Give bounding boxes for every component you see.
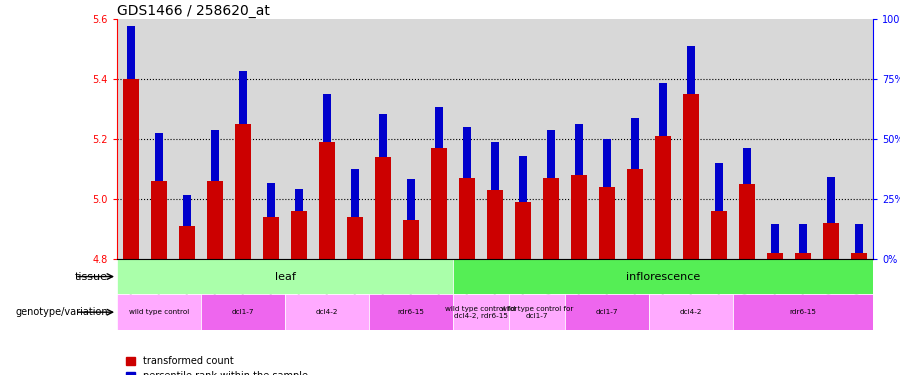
Bar	[575, 124, 583, 175]
Bar	[547, 130, 555, 178]
Bar	[407, 179, 415, 220]
Bar	[320, 142, 335, 259]
Bar	[117, 259, 453, 294]
Bar	[565, 294, 649, 330]
Bar	[509, 294, 565, 330]
Bar	[351, 169, 359, 217]
Text: dcl1-7: dcl1-7	[596, 309, 618, 315]
Bar	[379, 114, 387, 157]
Bar	[292, 211, 307, 259]
Text: tissue: tissue	[75, 272, 108, 282]
Bar	[453, 259, 873, 294]
Bar	[369, 294, 453, 330]
Text: wild type control for
dcl1-7: wild type control for dcl1-7	[500, 306, 573, 319]
Bar	[799, 224, 807, 253]
Bar	[323, 94, 331, 142]
Bar	[655, 136, 670, 259]
Bar	[855, 224, 863, 253]
Text: inflorescence: inflorescence	[626, 272, 700, 282]
Bar	[459, 178, 474, 259]
Text: GDS1466 / 258620_at: GDS1466 / 258620_at	[117, 4, 270, 18]
Bar	[201, 294, 285, 330]
Text: rdr6-15: rdr6-15	[398, 309, 425, 315]
Bar	[487, 190, 503, 259]
Bar	[796, 253, 811, 259]
Bar	[403, 220, 418, 259]
Bar	[687, 46, 695, 94]
Bar	[183, 195, 191, 226]
Bar	[519, 156, 526, 202]
Text: dcl1-7: dcl1-7	[232, 309, 254, 315]
Bar	[123, 79, 139, 259]
Bar	[824, 223, 839, 259]
Bar	[435, 107, 443, 148]
Text: genotype/variation: genotype/variation	[15, 307, 108, 317]
Bar	[544, 178, 559, 259]
Legend: transformed count, percentile rank within the sample: transformed count, percentile rank withi…	[122, 352, 312, 375]
Bar	[267, 183, 274, 217]
Bar	[285, 294, 369, 330]
Bar	[572, 175, 587, 259]
Text: dcl4-2: dcl4-2	[316, 309, 338, 315]
Bar	[827, 177, 835, 223]
Bar	[117, 294, 201, 330]
Bar	[347, 217, 363, 259]
Bar	[239, 71, 247, 124]
Bar	[151, 181, 166, 259]
Bar	[631, 118, 639, 169]
Text: rdr6-15: rdr6-15	[789, 309, 816, 315]
Bar	[212, 130, 219, 181]
Bar	[768, 253, 783, 259]
Bar	[733, 294, 873, 330]
Bar	[453, 294, 509, 330]
Bar	[179, 226, 194, 259]
Text: wild type control for
dcl4-2, rdr6-15: wild type control for dcl4-2, rdr6-15	[445, 306, 518, 319]
Bar	[851, 253, 867, 259]
Bar	[295, 189, 303, 211]
Bar	[739, 184, 755, 259]
Bar	[207, 181, 222, 259]
Bar	[235, 124, 251, 259]
Bar	[155, 133, 163, 181]
Text: dcl4-2: dcl4-2	[680, 309, 702, 315]
Bar	[599, 187, 615, 259]
Bar	[464, 128, 471, 178]
Bar	[603, 139, 611, 187]
Bar	[743, 148, 751, 184]
Bar	[627, 169, 643, 259]
Text: wild type control: wild type control	[129, 309, 189, 315]
Bar	[683, 94, 698, 259]
Bar	[659, 83, 667, 136]
Bar	[264, 217, 279, 259]
Bar	[375, 157, 391, 259]
Bar	[127, 26, 135, 79]
Bar	[711, 211, 726, 259]
Bar	[771, 224, 778, 253]
Bar	[431, 148, 446, 259]
Bar	[716, 163, 723, 211]
Bar	[491, 142, 499, 190]
Bar	[516, 202, 531, 259]
Text: leaf: leaf	[274, 272, 295, 282]
Bar	[649, 294, 733, 330]
